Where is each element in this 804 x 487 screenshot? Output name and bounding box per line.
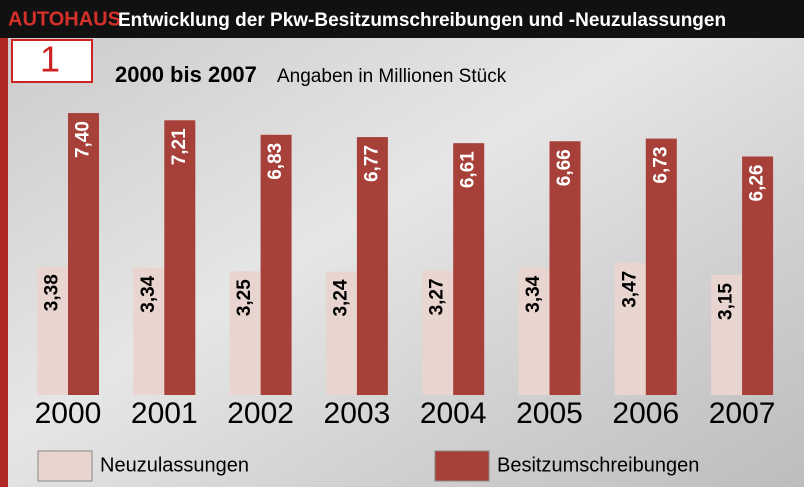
value-label: 6,66 xyxy=(554,149,575,186)
legend-swatch xyxy=(38,451,92,481)
value-label: 6,61 xyxy=(458,151,479,188)
value-label: 6,73 xyxy=(650,147,671,184)
x-tick-label: 2004 xyxy=(420,397,487,430)
x-tick-label: 2000 xyxy=(35,397,102,430)
x-tick-label: 2006 xyxy=(612,397,679,430)
subtitle: 2000 bis 2007 xyxy=(115,62,257,87)
logo: AUTOHAUS xyxy=(8,8,121,30)
chart: AUTOHAUS Entwicklung der Pkw-Besitzumsch… xyxy=(0,0,804,487)
value-label: 6,83 xyxy=(265,143,286,180)
value-label: 3,24 xyxy=(330,279,351,316)
chart-number: 1 xyxy=(40,39,60,80)
value-label: 3,25 xyxy=(234,279,255,316)
legend-label: Besitzumschreibungen xyxy=(497,454,699,476)
chart-title: Entwicklung der Pkw-Besitzumschreibungen… xyxy=(118,10,726,31)
value-label: 3,34 xyxy=(138,275,159,312)
value-label: 6,26 xyxy=(747,164,768,201)
value-label: 3,38 xyxy=(42,274,63,311)
value-label: 7,21 xyxy=(169,128,190,165)
edge xyxy=(0,0,8,487)
value-label: 7,40 xyxy=(73,121,94,158)
x-tick-label: 2007 xyxy=(709,397,776,430)
x-tick-label: 2002 xyxy=(227,397,294,430)
note: Angaben in Millionen Stück xyxy=(277,66,507,87)
x-tick-label: 2005 xyxy=(516,397,583,430)
x-tick-label: 2003 xyxy=(324,397,391,430)
value-label: 3,34 xyxy=(523,275,544,312)
value-label: 3,27 xyxy=(427,278,448,315)
legend-label: Neuzulassungen xyxy=(100,454,249,476)
legend-swatch xyxy=(435,451,489,481)
value-label: 6,77 xyxy=(361,145,382,182)
x-tick-label: 2001 xyxy=(131,397,198,430)
value-label: 3,47 xyxy=(619,271,640,308)
value-label: 3,15 xyxy=(716,283,737,320)
